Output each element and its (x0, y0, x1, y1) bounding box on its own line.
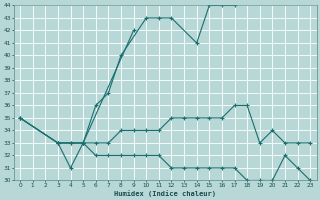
X-axis label: Humidex (Indice chaleur): Humidex (Indice chaleur) (114, 190, 216, 197)
